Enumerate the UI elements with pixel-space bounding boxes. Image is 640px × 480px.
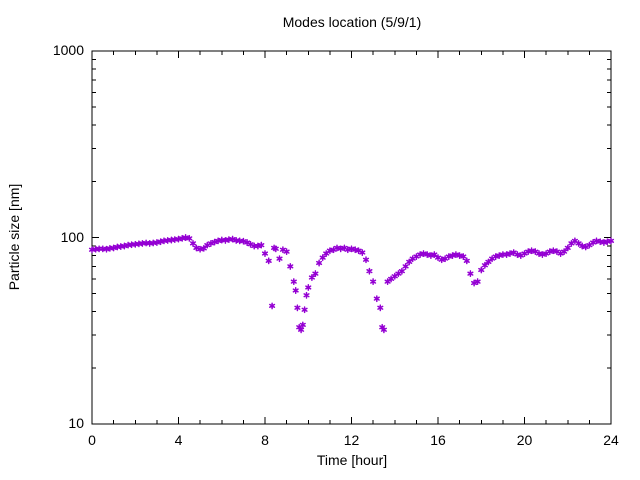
x-tick-label: 12 [343, 432, 360, 448]
y-axis-label: Particle size [nm] [6, 183, 22, 291]
y-tick-label: 100 [60, 228, 84, 245]
x-tick-label: 20 [516, 432, 533, 448]
y-tick-label: 1000 [52, 42, 84, 58]
scatter-series-markers [88, 234, 615, 334]
x-tick-label: 16 [430, 432, 446, 448]
x-tick-label: 0 [88, 432, 96, 448]
plot-frame [91, 50, 612, 425]
y-tick-label: 10 [68, 415, 84, 431]
x-axis-label: Time [hour] [316, 452, 388, 468]
chart-title: Modes location (5/9/1) [282, 14, 422, 30]
x-tick-label: 8 [261, 432, 269, 448]
x-tick-label: 4 [174, 432, 183, 448]
x-tick-label: 24 [603, 432, 619, 448]
